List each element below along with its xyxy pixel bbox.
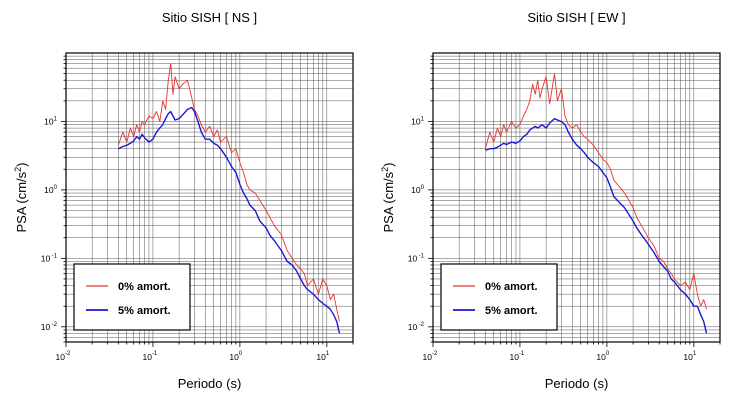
svg-text:10: 10 xyxy=(56,352,66,362)
svg-text:10: 10 xyxy=(408,253,418,263)
svg-text:10: 10 xyxy=(509,352,519,362)
svg-text:-1: -1 xyxy=(519,351,525,357)
svg-text:-2: -2 xyxy=(419,322,425,328)
svg-text:10: 10 xyxy=(683,352,693,362)
legend-label: 0% amort. xyxy=(118,281,171,293)
svg-text:10: 10 xyxy=(408,322,418,332)
legend-entry: 5% amort. xyxy=(453,305,538,317)
legend-label: 5% amort. xyxy=(118,305,171,317)
svg-text:10: 10 xyxy=(44,185,54,195)
y-tick-label: -110 xyxy=(408,253,425,263)
x-tick-label: 10 0 xyxy=(596,351,609,362)
y-tick-label: 110 xyxy=(411,116,425,126)
series-line-damping-5 xyxy=(485,117,708,334)
svg-text:1: 1 xyxy=(54,116,58,122)
legend-label: 0% amort. xyxy=(485,281,538,293)
y-tick-label: -210 xyxy=(41,322,58,332)
series-line-damping-0 xyxy=(484,73,707,310)
x-axis-label: Periodo (s) xyxy=(545,376,609,391)
svg-text:0: 0 xyxy=(54,185,58,191)
plot-frame xyxy=(65,52,354,343)
legend-entry: 0% amort. xyxy=(453,281,538,293)
legend-box xyxy=(73,263,191,331)
x-tick-label: 10 -1 xyxy=(142,351,157,362)
svg-text:10: 10 xyxy=(142,352,152,362)
svg-text:10: 10 xyxy=(423,352,433,362)
svg-text:10: 10 xyxy=(596,352,606,362)
y-tick-label: 010 xyxy=(44,185,58,195)
y-tick-label: 110 xyxy=(44,116,58,126)
svg-text:10: 10 xyxy=(411,116,421,126)
svg-text:-2: -2 xyxy=(65,351,71,357)
svg-text:-1: -1 xyxy=(52,253,58,259)
x-tick-label: 10 1 xyxy=(316,351,329,362)
legend: 0% amort. 5% amort. xyxy=(73,263,191,331)
svg-text:10: 10 xyxy=(229,352,239,362)
svg-text:1: 1 xyxy=(421,116,425,122)
x-tick-label: 10 -2 xyxy=(423,351,438,362)
svg-text:0: 0 xyxy=(239,351,243,357)
svg-text:10: 10 xyxy=(44,116,54,126)
svg-text:-2: -2 xyxy=(432,351,438,357)
svg-text:10: 10 xyxy=(411,185,421,195)
y-tick-label: -110 xyxy=(41,253,58,263)
x-tick-label: 10 -1 xyxy=(509,351,524,362)
chart-title: Sitio SISH [ NS ] xyxy=(162,10,257,25)
svg-text:1: 1 xyxy=(693,351,697,357)
legend-box xyxy=(440,263,558,331)
svg-text:-2: -2 xyxy=(52,322,58,328)
x-tick-label: 10 -2 xyxy=(56,351,71,362)
grid xyxy=(65,53,354,343)
series-line-damping-5 xyxy=(117,106,341,334)
legend-label: 5% amort. xyxy=(485,305,538,317)
chart-title: Sitio SISH [ EW ] xyxy=(527,10,625,25)
plot-frame xyxy=(432,52,721,343)
svg-text:0: 0 xyxy=(606,351,610,357)
svg-text:10: 10 xyxy=(41,322,51,332)
legend-entry: 0% amort. xyxy=(86,281,171,293)
svg-text:-1: -1 xyxy=(152,351,158,357)
x-axis-label: Periodo (s) xyxy=(178,376,242,391)
y-tick-label: 010 xyxy=(411,185,425,195)
legend-entry: 5% amort. xyxy=(86,305,171,317)
svg-text:10: 10 xyxy=(316,352,326,362)
svg-text:-1: -1 xyxy=(419,253,425,259)
x-tick-label: 10 1 xyxy=(683,351,696,362)
y-tick-label: -210 xyxy=(408,322,425,332)
svg-text:1: 1 xyxy=(326,351,330,357)
x-tick-label: 10 0 xyxy=(229,351,242,362)
svg-text:10: 10 xyxy=(41,253,51,263)
y-axis-label: PSA (cm/s2) xyxy=(380,162,396,232)
legend: 0% amort. 5% amort. xyxy=(440,263,558,331)
y-axis-label: PSA (cm/s2) xyxy=(13,162,29,232)
series-line-damping-0 xyxy=(117,63,340,322)
svg-text:0: 0 xyxy=(421,185,425,191)
